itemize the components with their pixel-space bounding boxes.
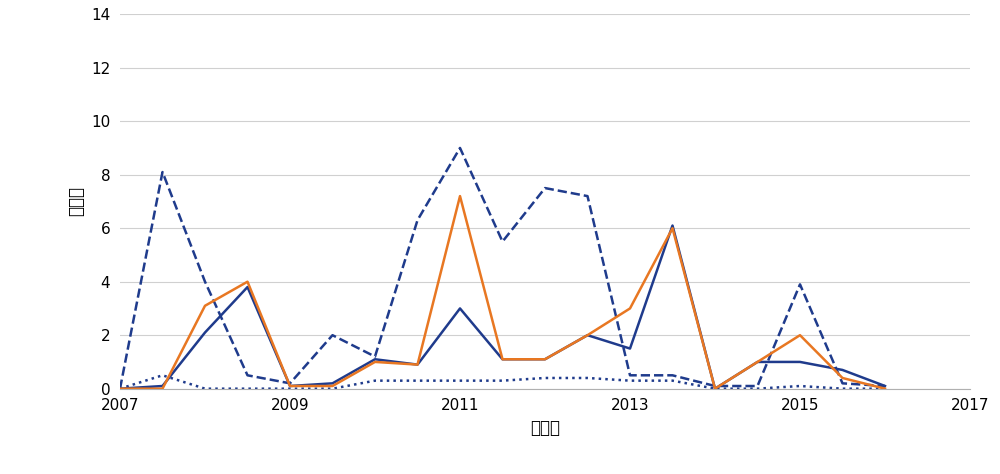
- X-axis label: 西暦年: 西暦年: [530, 419, 560, 437]
- Y-axis label: 部品数: 部品数: [67, 186, 85, 217]
